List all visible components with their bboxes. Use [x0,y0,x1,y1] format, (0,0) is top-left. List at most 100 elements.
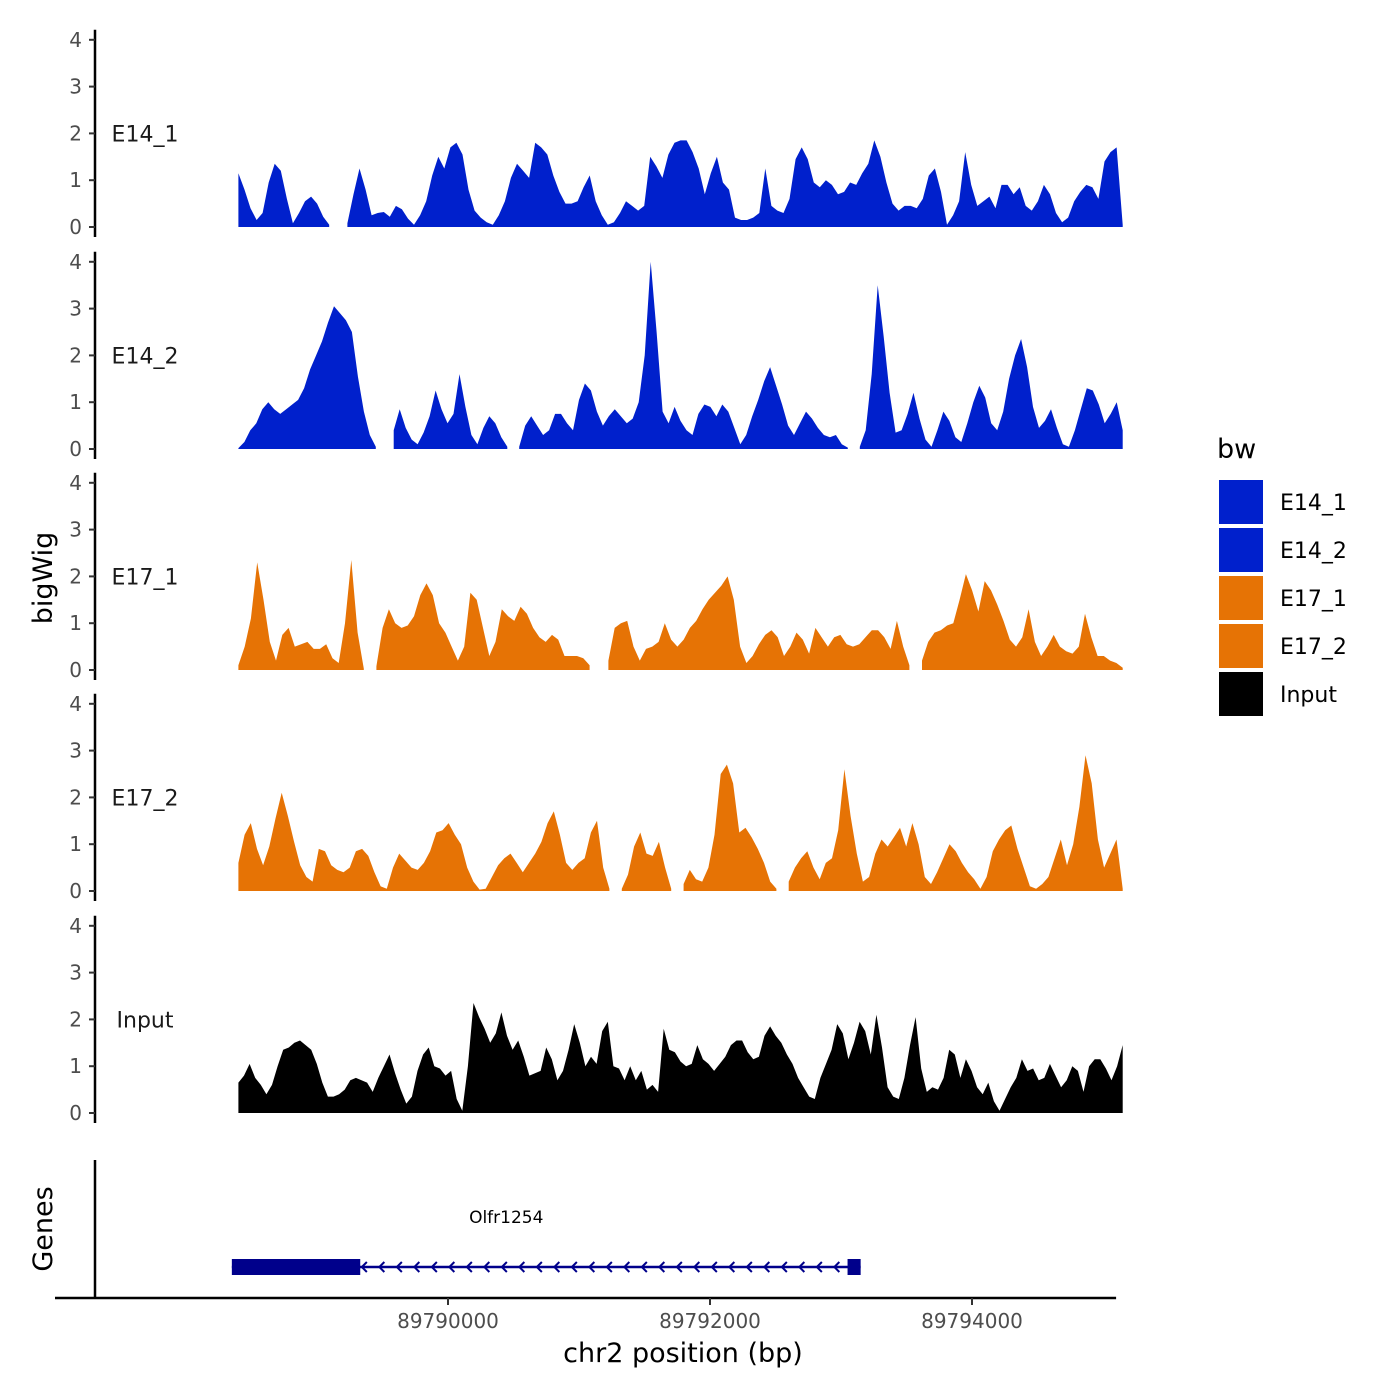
legend-label: E17_1 [1280,587,1347,612]
y-tick-label: 4 [69,250,82,274]
y-tick-label: 0 [69,879,82,903]
strand-arrow [377,1261,386,1273]
legend-swatch [1219,528,1263,572]
track-label: E17_2 [112,786,179,811]
strand-arrow [430,1261,438,1273]
strand-arrow [605,1261,613,1273]
strand-arrow [727,1261,736,1273]
strand-arrow [570,1261,578,1273]
y-tick-label: 4 [69,471,82,495]
coverage-area [238,163,330,227]
genes-track-label: Genes [28,1186,59,1271]
strand-arrow [832,1261,841,1273]
y-tick-label: 3 [69,75,82,99]
coverage-area [376,583,590,670]
coverage-area [238,306,376,449]
strand-arrow [797,1261,806,1273]
coverage-area [922,574,1123,670]
y-tick-label: 0 [69,658,82,682]
y-tick-label: 0 [69,1101,82,1125]
legend-swatch [1219,480,1263,524]
strand-arrow [622,1261,631,1273]
coverage-area [859,285,1123,449]
gene-name-label: Olfr1254 [469,1208,543,1228]
strand-arrow [815,1261,823,1273]
strand-arrow [710,1261,718,1273]
gene-exon [847,1259,861,1275]
strand-arrow [535,1261,543,1273]
y-tick-label: 2 [69,1007,82,1031]
legend-label: E17_2 [1280,635,1347,660]
strand-arrow [517,1261,526,1273]
legend-swatch [1219,672,1263,716]
tracks-layer: 0 1 2 3 4 E14_1 0 1 2 3 4 E14_2 0 1 2 3 4 E17_1 0 1 2 3 4 E17_2… [69,28,1123,1125]
y-tick-label: 2 [69,121,82,145]
legend-title: bw [1217,434,1256,465]
coverage-area [608,576,910,670]
legend-swatch [1219,576,1263,620]
y-tick-label: 0 [69,215,82,239]
strand-arrow [395,1261,403,1273]
x-tick-label: 89790000 [397,1309,499,1333]
y-tick-label: 2 [69,785,82,809]
coverage-area [238,1003,1123,1113]
strand-arrow [640,1261,648,1273]
y-tick-label: 3 [69,961,82,985]
strand-arrow [675,1261,683,1273]
strand-arrow [692,1261,701,1273]
gene-exon [231,1259,361,1275]
strand-arrow [762,1261,771,1273]
coverage-area [347,140,1123,227]
legend-label: E14_2 [1280,539,1347,564]
strand-arrow [745,1261,753,1273]
y-tick-label: 2 [69,343,82,367]
legend: bw E14_1 E14_2 E17_1 E17_2 Input [1217,434,1347,716]
x-tick-label: 89792000 [659,1309,761,1333]
genes-track: Genes Olfr1254 [28,1160,861,1298]
y-tick-label: 3 [69,297,82,321]
coverage-area [621,832,672,891]
track-e14-1: 0 1 2 3 4 E14_1 [69,28,1123,239]
y-axis-title: bigWig [28,532,59,625]
y-tick-label: 3 [69,739,82,763]
gene-model: Olfr1254 [231,1208,861,1275]
y-tick-label: 1 [69,1054,82,1078]
y-tick-label: 1 [69,832,82,856]
track-input: 0 1 2 3 4 Input [69,914,1123,1125]
strand-arrow [360,1261,368,1273]
x-tick-label: 89794000 [921,1309,1023,1333]
y-tick-label: 2 [69,564,82,588]
track-e14-2: 0 1 2 3 4 E14_2 [69,250,1123,461]
strand-arrow [412,1261,421,1273]
strand-arrow [447,1261,456,1273]
track-e17-2: 0 1 2 3 4 E17_2 [69,692,1123,903]
x-axis-title: chr2 position (bp) [563,1338,803,1369]
strand-arrow [587,1261,596,1273]
track-label: E17_1 [112,565,179,590]
coverage-area [788,755,1123,891]
coverage-area [238,560,364,670]
y-tick-label: 4 [69,28,82,52]
y-tick-label: 3 [69,518,82,542]
legend-label: E14_1 [1280,491,1347,516]
legend-swatch [1219,624,1263,668]
strand-arrow [552,1261,561,1273]
y-tick-label: 4 [69,692,82,716]
coverage-area [393,374,508,449]
coverage-area [683,764,777,891]
strand-arrow [657,1261,666,1273]
legend-label: Input [1280,683,1337,708]
y-tick-label: 0 [69,437,82,461]
coverage-area [238,792,610,891]
strand-arrow [500,1261,508,1273]
coverage-area [519,261,848,449]
strand-arrow [780,1261,788,1273]
track-e17-1: 0 1 2 3 4 E17_1 [69,471,1123,682]
track-label: E14_2 [112,344,179,369]
y-tick-label: 4 [69,914,82,938]
track-label: Input [117,1008,174,1033]
strand-arrow [465,1261,473,1273]
y-tick-label: 1 [69,168,82,192]
y-tick-label: 1 [69,390,82,414]
track-label: E14_1 [112,122,179,147]
